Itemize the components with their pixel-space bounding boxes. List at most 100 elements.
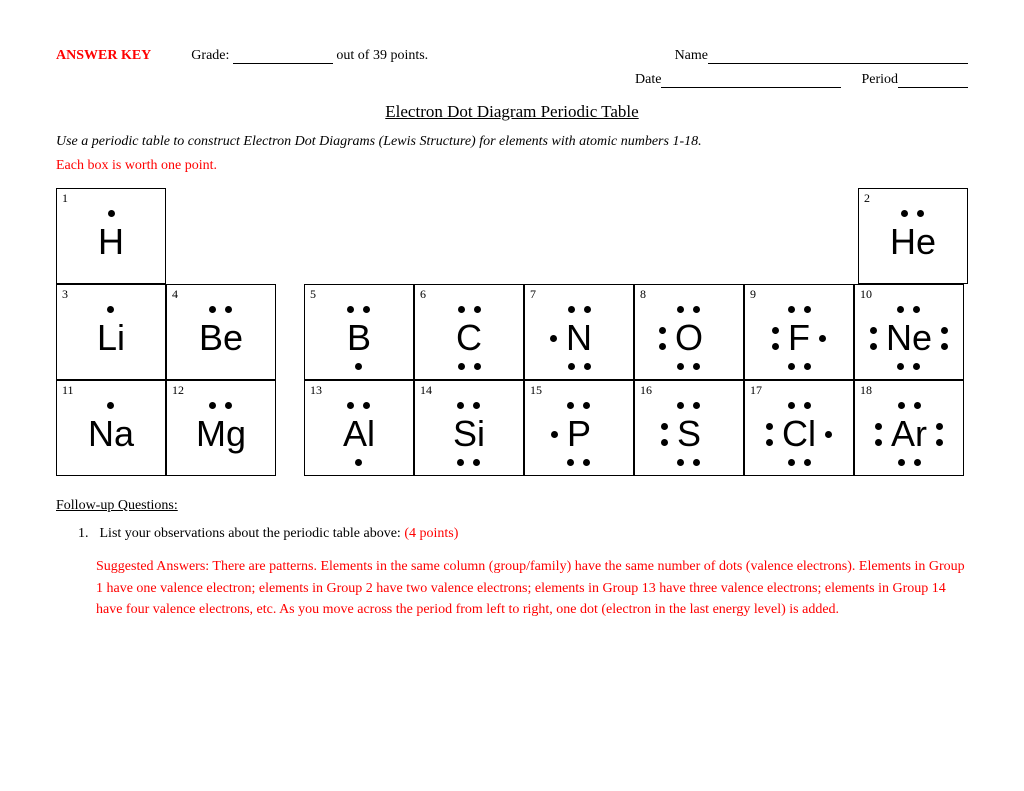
electron-dot bbox=[209, 306, 216, 313]
element-cell: 18Ar bbox=[854, 380, 964, 476]
element-wrap: O bbox=[640, 300, 738, 376]
electron-dot bbox=[772, 327, 779, 334]
instruction-text: Use a periodic table to construct Electr… bbox=[56, 134, 968, 150]
atomic-number: 10 bbox=[860, 288, 958, 300]
element-symbol: Cl bbox=[768, 404, 830, 464]
period-line: Period bbox=[861, 72, 968, 88]
element-cell: 7N bbox=[524, 284, 634, 380]
electron-dot bbox=[825, 431, 832, 438]
element-cell: 6C bbox=[414, 284, 524, 380]
atomic-number: 13 bbox=[310, 384, 408, 396]
electron-dot bbox=[363, 306, 370, 313]
element-symbol: Be bbox=[185, 308, 257, 368]
periodic-table: 1H 2He 3Li 4Be 5B 6C 7N 8O 9F 10Ne 11Na … bbox=[56, 188, 968, 476]
element-symbol: Na bbox=[74, 404, 148, 464]
element-cell: 17Cl bbox=[744, 380, 854, 476]
element-symbol: B bbox=[333, 308, 385, 368]
electron-dot bbox=[583, 459, 590, 466]
electron-dot bbox=[225, 306, 232, 313]
element-cell: 1H bbox=[56, 188, 166, 284]
atomic-number: 11 bbox=[62, 384, 160, 396]
electron-dot bbox=[584, 306, 591, 313]
element-symbol: Ne bbox=[872, 308, 946, 368]
electron-dot bbox=[870, 327, 877, 334]
element-symbol: C bbox=[442, 308, 496, 368]
header-right: Date Period bbox=[635, 72, 968, 88]
grade-blank[interactable] bbox=[233, 50, 333, 64]
atomic-number: 1 bbox=[62, 192, 160, 204]
electron-dot bbox=[474, 306, 481, 313]
date-label: Date bbox=[635, 72, 661, 87]
period-row-2: 3Li 4Be 5B 6C 7N 8O 9F 10Ne bbox=[56, 284, 968, 380]
atomic-number: 12 bbox=[172, 384, 270, 396]
electron-dot bbox=[473, 402, 480, 409]
period-row-1: 1H 2He bbox=[56, 188, 968, 284]
electron-dot bbox=[457, 402, 464, 409]
atomic-number: 16 bbox=[640, 384, 738, 396]
element-symbol: H bbox=[84, 212, 138, 272]
grade-line: Grade: out of 39 points. bbox=[191, 48, 428, 64]
element-wrap: H bbox=[62, 204, 160, 280]
electron-dot bbox=[913, 363, 920, 370]
electron-dot bbox=[693, 306, 700, 313]
atomic-number: 15 bbox=[530, 384, 628, 396]
atomic-number: 18 bbox=[860, 384, 958, 396]
atomic-number: 6 bbox=[420, 288, 518, 300]
electron-dot bbox=[804, 402, 811, 409]
element-wrap: F bbox=[750, 300, 848, 376]
element-symbol: Mg bbox=[182, 404, 260, 464]
element-wrap: Na bbox=[62, 396, 160, 472]
element-cell: 4Be bbox=[166, 284, 276, 380]
electron-dot bbox=[209, 402, 216, 409]
element-cell: 16 S bbox=[634, 380, 744, 476]
electron-dot bbox=[917, 210, 924, 217]
atomic-number: 5 bbox=[310, 288, 408, 300]
electron-dot bbox=[870, 343, 877, 350]
electron-dot bbox=[108, 210, 115, 217]
element-symbol: S bbox=[663, 404, 715, 464]
date-line: Date bbox=[635, 72, 841, 88]
element-wrap: Cl bbox=[750, 396, 848, 472]
element-wrap: Be bbox=[172, 300, 270, 376]
electron-dot bbox=[457, 459, 464, 466]
element-symbol: F bbox=[774, 308, 824, 368]
name-label: Name bbox=[675, 48, 708, 63]
element-symbol: N bbox=[552, 308, 606, 368]
electron-dot bbox=[677, 363, 684, 370]
atomic-number: 14 bbox=[420, 384, 518, 396]
followup-section: Follow-up Questions: 1. List your observ… bbox=[56, 498, 968, 621]
period-blank[interactable] bbox=[898, 74, 968, 88]
electron-dot bbox=[567, 402, 574, 409]
electron-dot bbox=[550, 335, 557, 342]
question-1: 1. List your observations about the peri… bbox=[78, 526, 968, 542]
electron-dot bbox=[659, 327, 666, 334]
electron-dot bbox=[355, 363, 362, 370]
element-cell: 15P bbox=[524, 380, 634, 476]
electron-dot bbox=[568, 363, 575, 370]
element-wrap: Ne bbox=[860, 300, 958, 376]
electron-dot bbox=[458, 306, 465, 313]
element-cell: 9F bbox=[744, 284, 854, 380]
electron-dot bbox=[107, 306, 114, 313]
element-wrap: Li bbox=[62, 300, 160, 376]
electron-dot bbox=[901, 210, 908, 217]
electron-dot bbox=[355, 459, 362, 466]
electron-dot bbox=[107, 402, 114, 409]
element-cell: 5B bbox=[304, 284, 414, 380]
electron-dot bbox=[875, 423, 882, 430]
electron-dot bbox=[772, 343, 779, 350]
grade-suffix: out of 39 points. bbox=[336, 48, 428, 63]
electron-dot bbox=[804, 459, 811, 466]
element-cell: 2He bbox=[858, 188, 968, 284]
atomic-number: 8 bbox=[640, 288, 738, 300]
electron-dot bbox=[804, 306, 811, 313]
element-wrap: Mg bbox=[172, 396, 270, 472]
electron-dot bbox=[363, 402, 370, 409]
electron-dot bbox=[583, 402, 590, 409]
name-blank[interactable] bbox=[708, 50, 968, 64]
period-row-3: 11Na 12Mg 13Al 14Si 15P 16S 17Cl 18Ar bbox=[56, 380, 968, 476]
element-wrap: Al bbox=[310, 396, 408, 472]
electron-dot bbox=[693, 363, 700, 370]
date-blank[interactable] bbox=[661, 74, 841, 88]
answer-key-label: ANSWER KEY bbox=[56, 48, 151, 64]
